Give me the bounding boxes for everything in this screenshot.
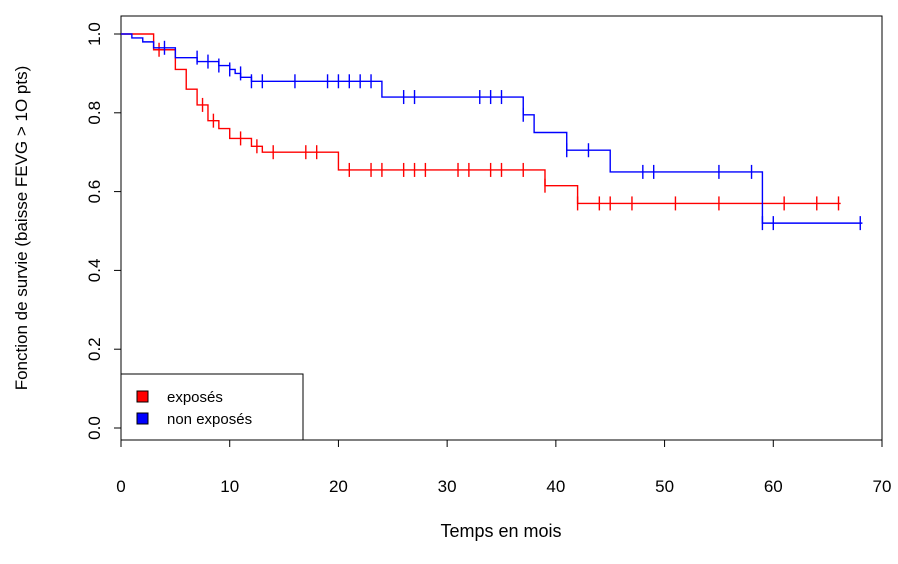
series-layer <box>121 33 863 231</box>
x-tick-label: 50 <box>655 477 674 496</box>
series-group <box>121 33 841 211</box>
y-tick-label: 1.0 <box>85 22 104 46</box>
series-group <box>121 33 863 231</box>
legend-label: exposés <box>167 389 223 406</box>
x-tick-label: 60 <box>764 477 783 496</box>
y-axis-title: Fonction de survie (baisse FEVG > 1O pts… <box>12 66 31 391</box>
y-tick-label: 0.6 <box>85 180 104 204</box>
plot-area-frame <box>120 15 883 441</box>
y-tick-label: 0.2 <box>85 337 104 361</box>
legend-swatch <box>136 412 149 425</box>
y-axis: 0.0 0.2 0.4 0.6 0.8 1.0 <box>85 22 121 440</box>
legend: exposés non exposés <box>120 373 304 441</box>
legend-swatch <box>136 390 149 403</box>
x-axis-title: Temps en mois <box>440 521 561 541</box>
y-tick-label: 0.8 <box>85 101 104 125</box>
y-tick-label: 0.0 <box>85 416 104 440</box>
x-tick-label: 0 <box>116 477 125 496</box>
legend-label: non exposés <box>167 411 252 428</box>
x-tick-label: 30 <box>438 477 457 496</box>
x-tick-label: 70 <box>873 477 892 496</box>
legend-box <box>120 373 304 441</box>
x-tick-label: 10 <box>220 477 239 496</box>
x-axis: 0 10 20 30 40 50 60 70 <box>116 440 891 496</box>
x-tick-label: 40 <box>546 477 565 496</box>
series-line <box>121 33 863 224</box>
x-tick-label: 20 <box>329 477 348 496</box>
y-tick-label: 0.4 <box>85 259 104 283</box>
series-line <box>121 33 841 205</box>
